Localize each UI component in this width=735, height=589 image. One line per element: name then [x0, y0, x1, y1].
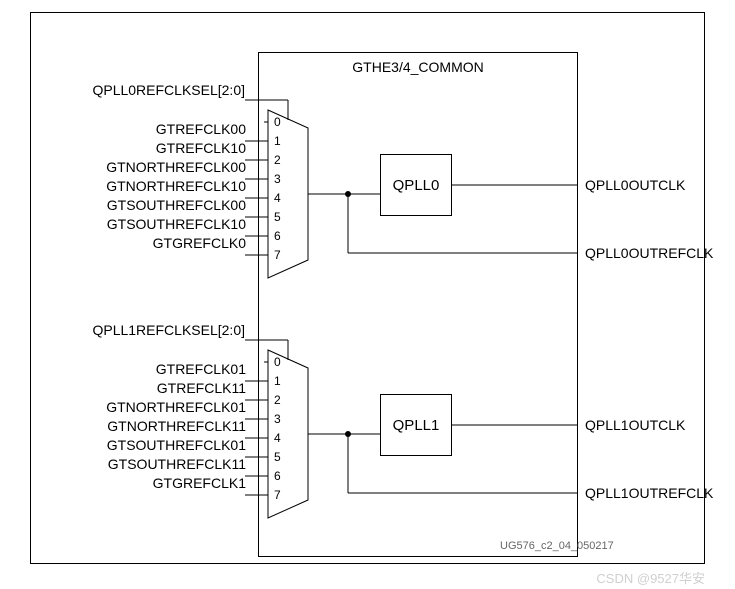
svg-text:2: 2 [274, 393, 281, 407]
svg-text:5: 5 [274, 450, 281, 464]
svg-text:5: 5 [274, 210, 281, 224]
svg-text:1: 1 [274, 374, 281, 388]
svg-text:0: 0 [274, 355, 281, 369]
svg-text:3: 3 [274, 172, 281, 186]
svg-text:6: 6 [274, 229, 281, 243]
svg-text:7: 7 [274, 248, 281, 262]
footer-id: UG576_c2_04_050217 [500, 540, 614, 552]
svg-text:7: 7 [274, 488, 281, 502]
svg-text:6: 6 [274, 469, 281, 483]
svg-text:4: 4 [274, 191, 281, 205]
diagram-svg: 0 1 2 3 4 5 6 7 0 1 2 3 4 5 6 7 [0, 0, 735, 589]
svg-text:2: 2 [274, 153, 281, 167]
svg-text:0: 0 [274, 115, 281, 129]
svg-text:4: 4 [274, 431, 281, 445]
svg-text:1: 1 [274, 134, 281, 148]
watermark: CSDN @9527华安 [596, 568, 705, 587]
svg-text:3: 3 [274, 412, 281, 426]
